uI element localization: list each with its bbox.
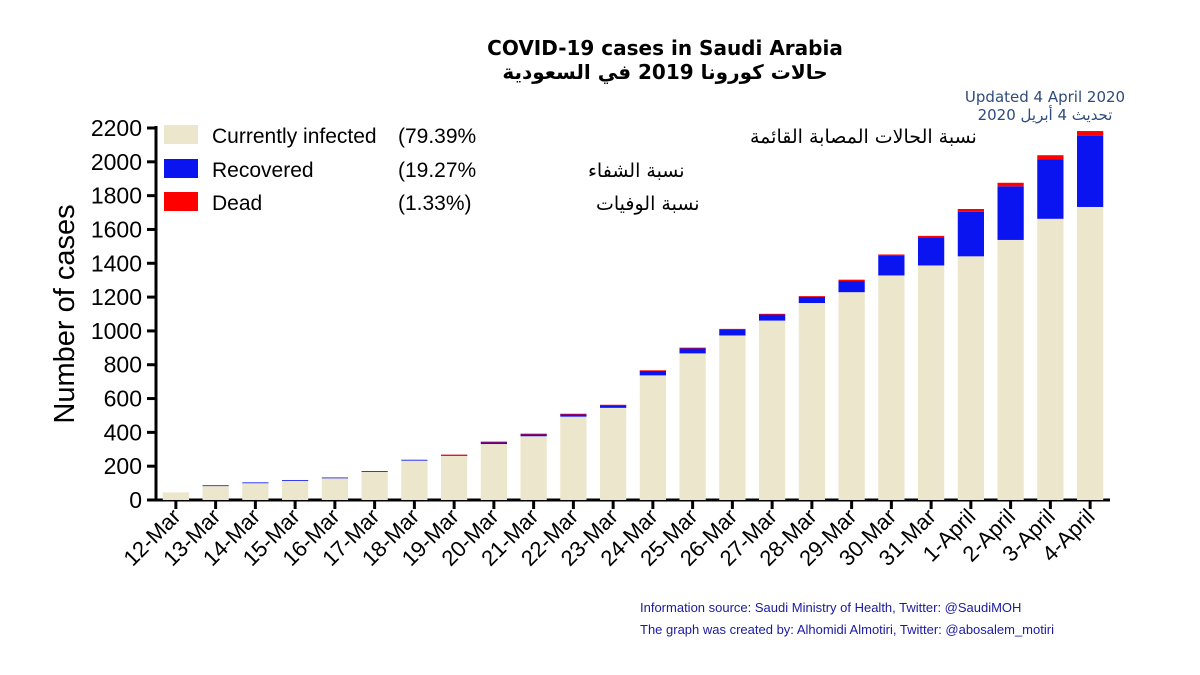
y-tick-label: 0 (129, 487, 142, 513)
updated-note: Updated 4 April 2020 (964, 88, 1126, 106)
bar-dead (878, 254, 905, 257)
y-tick-label: 1200 (91, 284, 142, 310)
legend-arabic-recovered: نسبة الشفاء (588, 160, 685, 182)
bar-dead (918, 235, 945, 238)
legend-swatch-recovered (164, 159, 198, 178)
y-tick-label: 2000 (91, 149, 142, 175)
bar-infected (1077, 206, 1104, 500)
legend-label-recovered: Recovered (212, 159, 314, 182)
bar-recovered (679, 348, 706, 354)
bar-recovered (719, 329, 746, 336)
bar-infected (401, 460, 428, 500)
legend-swatch-dead (164, 192, 198, 211)
bar-infected (480, 444, 507, 500)
bar-dead (997, 182, 1024, 187)
bar-dead (719, 328, 746, 330)
bar-dead (560, 413, 587, 415)
bar-dead (441, 454, 468, 456)
bar-infected (441, 455, 468, 500)
bar-recovered (282, 480, 309, 481)
y-tick-label: 200 (104, 453, 142, 479)
bar-recovered (878, 256, 905, 276)
source-note: Information source: Saudi Ministry of He… (640, 600, 1022, 615)
bar-dead (639, 370, 666, 372)
bar-infected (759, 320, 786, 500)
bar-infected (719, 335, 746, 500)
credit-note: The graph was created by: Alhomidi Almot… (640, 622, 1054, 637)
bar-infected (321, 478, 348, 500)
bar-recovered (918, 237, 945, 266)
bar-recovered (361, 471, 388, 472)
chart-title-arabic: حالات كورونا 2019 في السعودية (502, 60, 828, 84)
bar-infected (997, 239, 1024, 501)
bar-infected (202, 485, 229, 500)
y-tick-label: 400 (104, 419, 142, 445)
bar-dead (1077, 131, 1104, 136)
legend-label-infected: Currently infected (212, 125, 377, 148)
y-tick-label: 2200 (91, 115, 142, 141)
bar-recovered (997, 186, 1024, 240)
bar-recovered (600, 404, 627, 408)
bar-infected (1037, 218, 1064, 500)
bar-recovered (401, 459, 428, 461)
legend-arabic-dead: نسبة الوفيات (596, 193, 700, 215)
bar-infected (639, 375, 666, 500)
updated-note-arabic: تحديث 4 أبريل 2020 (977, 106, 1113, 124)
bar-recovered (480, 441, 507, 445)
bar-dead (679, 347, 706, 349)
bar-recovered (1037, 159, 1064, 219)
bar-dead (480, 441, 507, 443)
bar-infected (878, 275, 905, 500)
legend-swatch-infected (164, 125, 198, 144)
legend-pct-infected: (79.39% (398, 125, 476, 148)
legend-pct-dead: (1.33%) (398, 192, 472, 215)
bar-infected (361, 471, 388, 500)
bar-dead (838, 279, 865, 282)
y-tick-label: 1600 (91, 216, 142, 242)
bar-infected (838, 292, 865, 500)
bar-infected (560, 416, 587, 500)
bar-infected (600, 407, 627, 500)
bar-recovered (838, 281, 865, 293)
bar-recovered (520, 433, 547, 437)
bar-infected (679, 353, 706, 500)
bar-infected (162, 492, 189, 500)
y-tick-label: 1000 (91, 318, 142, 344)
y-tick-label: 800 (104, 352, 142, 378)
legend-arabic-infected: نسبة الحالات المصابة القائمة (750, 126, 977, 148)
bar-recovered (639, 370, 666, 376)
chart-title: COVID-19 cases in Saudi Arabia (487, 36, 843, 60)
bar-infected (520, 436, 547, 500)
bar-infected (957, 256, 984, 500)
bar-recovered (1077, 135, 1104, 207)
bar-dead (1037, 155, 1064, 160)
bar-dead (600, 404, 627, 406)
bar-recovered (242, 482, 269, 484)
bar-recovered (798, 296, 825, 304)
bar-recovered (321, 477, 348, 479)
bar-dead (520, 433, 547, 435)
bar-dead (798, 296, 825, 297)
bar-infected (282, 480, 309, 500)
bar-recovered (202, 485, 229, 487)
legend-pct-recovered: (19.27% (398, 159, 476, 182)
bar-recovered (957, 211, 984, 257)
bar-infected (798, 303, 825, 500)
bar-dead (957, 208, 984, 212)
bar-recovered (560, 413, 587, 417)
bar-infected (242, 482, 269, 500)
legend-label-dead: Dead (212, 192, 262, 215)
y-axis-label: Number of cases (49, 204, 81, 423)
y-tick-label: 600 (104, 386, 142, 412)
bar-infected (918, 265, 945, 500)
y-tick-label: 1400 (91, 250, 142, 276)
bar-dead (759, 313, 786, 315)
y-tick-label: 1800 (91, 183, 142, 209)
bar-recovered (759, 314, 786, 321)
